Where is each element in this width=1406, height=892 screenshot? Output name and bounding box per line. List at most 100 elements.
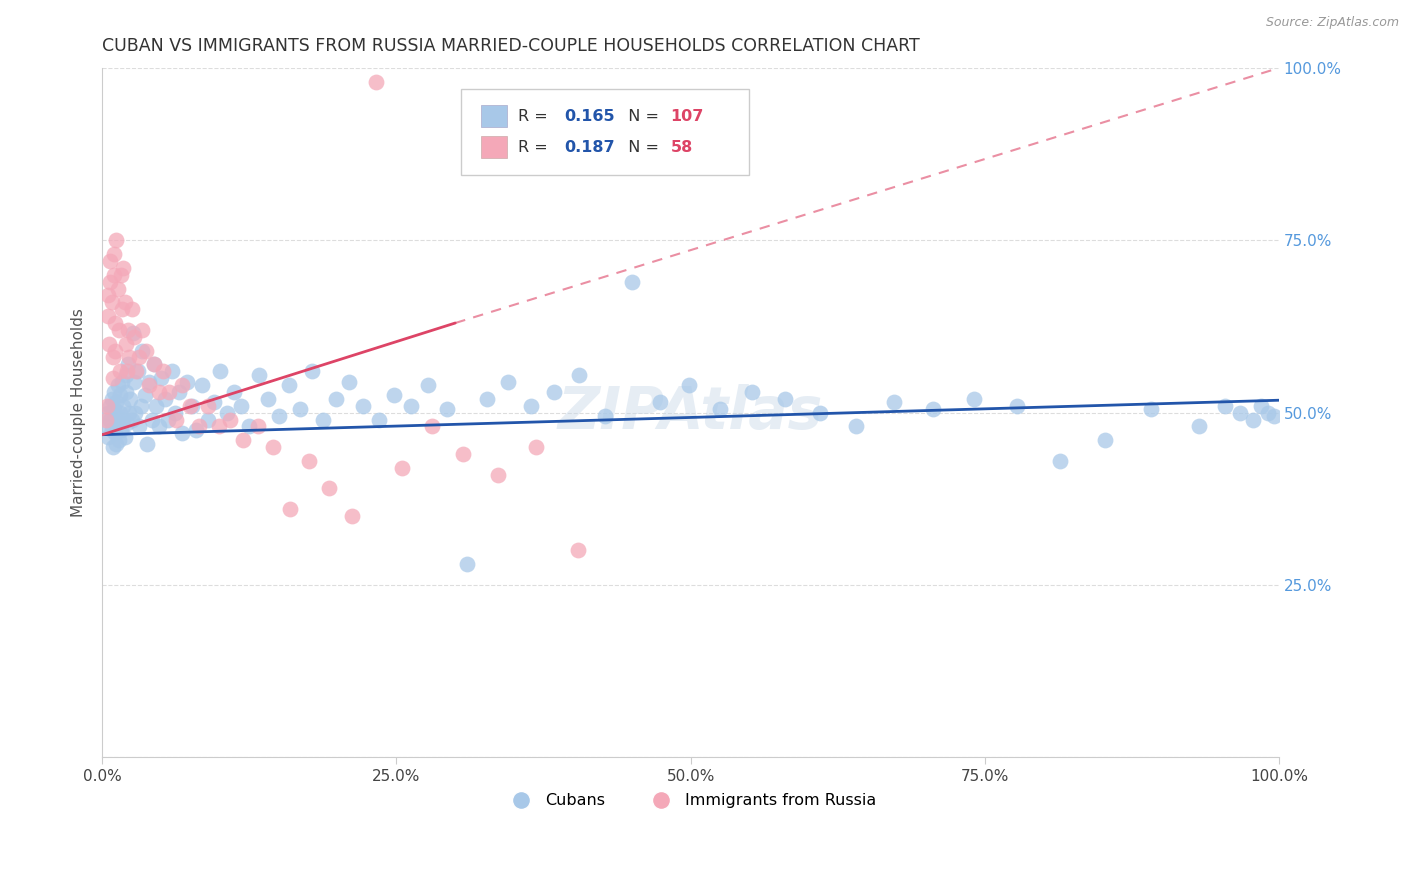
Point [138, 375, 160, 389]
Text: Source: ZipAtlas.com: Source: ZipAtlas.com [1265, 16, 1399, 29]
Point [620, 275, 643, 289]
Point [519, 399, 541, 413]
Text: R =: R = [517, 109, 553, 124]
Point [486, 467, 509, 482]
Point [110, 423, 132, 437]
Point [107, 378, 129, 392]
Text: 0.187: 0.187 [565, 140, 616, 154]
Point [150, 371, 173, 385]
Point [475, 392, 498, 406]
Point [122, 330, 145, 344]
Point [340, 509, 363, 524]
Point [108, 388, 131, 402]
Point [1250, 399, 1272, 413]
Point [1241, 412, 1264, 426]
Point [135, 343, 157, 358]
Point [108, 406, 131, 420]
Point [100, 423, 122, 437]
Point [121, 412, 143, 426]
Point [215, 406, 238, 420]
Point [112, 260, 135, 275]
Point [128, 419, 150, 434]
Point [179, 399, 201, 413]
Point [104, 426, 127, 441]
Point [567, 543, 589, 558]
Point [148, 384, 170, 399]
Point [186, 423, 208, 437]
Point [128, 351, 150, 365]
Point [167, 384, 190, 399]
Point [152, 364, 174, 378]
Point [121, 302, 143, 317]
Text: N =: N = [617, 109, 664, 124]
Point [165, 412, 187, 426]
Point [1257, 406, 1279, 420]
Point [1188, 419, 1211, 434]
Point [496, 375, 519, 389]
Point [312, 412, 335, 426]
Point [808, 406, 831, 420]
Point [232, 434, 254, 448]
Point [97, 430, 120, 444]
Point [197, 399, 219, 413]
Point [222, 384, 245, 399]
Point [134, 388, 156, 402]
Point [94, 412, 117, 426]
Point [103, 247, 125, 261]
Point [456, 558, 478, 572]
Point [143, 357, 166, 371]
Point [112, 412, 135, 426]
Point [1139, 402, 1161, 417]
Point [121, 326, 143, 341]
Y-axis label: Married-couple Households: Married-couple Households [72, 309, 86, 517]
Point [145, 399, 167, 413]
Point [845, 419, 868, 434]
Text: N =: N = [617, 140, 664, 154]
Text: R =: R = [517, 140, 553, 154]
Text: 58: 58 [671, 140, 693, 154]
Point [453, 447, 475, 461]
Point [773, 392, 796, 406]
Point [107, 434, 129, 448]
Point [103, 384, 125, 399]
Point [709, 402, 731, 417]
Bar [481, 136, 508, 158]
Point [366, 75, 388, 89]
Point [148, 419, 170, 434]
Point [678, 378, 700, 392]
Point [114, 430, 136, 444]
Point [98, 336, 121, 351]
Point [238, 419, 260, 434]
Point [191, 378, 214, 392]
Point [136, 436, 159, 450]
Point [391, 460, 413, 475]
Point [114, 368, 136, 382]
Point [114, 295, 136, 310]
Point [114, 384, 136, 399]
Point [278, 378, 301, 392]
Point [418, 378, 440, 392]
Point [165, 406, 187, 420]
Point [219, 412, 242, 426]
Point [420, 419, 443, 434]
Bar [481, 105, 508, 128]
Point [262, 440, 284, 454]
Point [105, 395, 128, 409]
Point [352, 399, 374, 413]
Point [97, 309, 120, 323]
Point [267, 409, 290, 423]
Point [131, 323, 153, 337]
Point [229, 399, 252, 413]
Point [367, 412, 389, 426]
FancyBboxPatch shape [461, 88, 749, 175]
Point [120, 392, 142, 406]
Point [111, 302, 134, 317]
Point [1005, 399, 1028, 413]
Point [568, 368, 591, 382]
Point [111, 375, 134, 389]
Point [247, 368, 270, 382]
Point [172, 426, 194, 441]
Point [101, 371, 124, 385]
Point [104, 409, 127, 423]
Point [208, 419, 231, 434]
